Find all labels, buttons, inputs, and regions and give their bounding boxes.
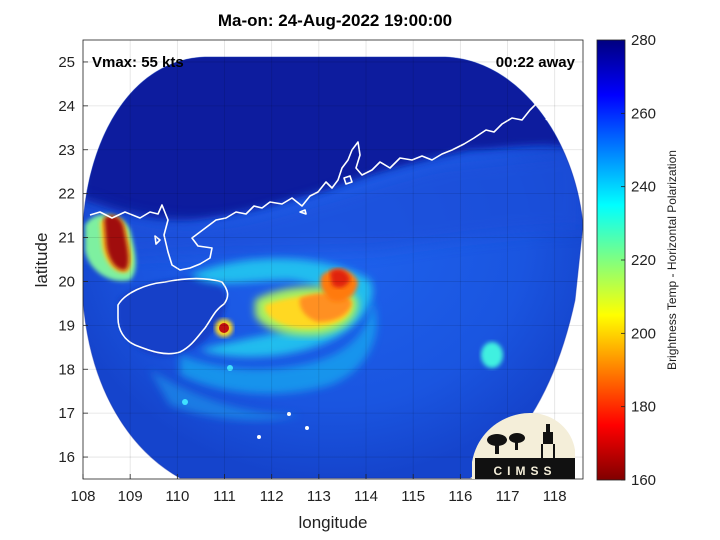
time-away-annotation: 00:22 away (496, 54, 576, 71)
x-tick-label: 117 (496, 488, 520, 505)
x-tick-label: 114 (354, 488, 378, 505)
gridlines (82, 40, 583, 479)
map-title: Ma-on: 24-Aug-2022 19:00:00 (217, 11, 453, 30)
y-tick-label: 19 (58, 317, 75, 334)
coastline (83, 69, 583, 473)
y-axis: 16 17 18 19 20 21 22 23 24 25 (58, 54, 88, 466)
logo-text: CIMSS (493, 464, 556, 478)
colorbar-tick-label: 160 (631, 472, 656, 489)
x-tick-label: 116 (448, 488, 472, 505)
colorbar (596, 39, 626, 481)
x-tick-label: 111 (213, 488, 236, 505)
microwave-swath (83, 56, 583, 479)
x-tick-label: 108 (70, 488, 95, 505)
y-tick-label: 20 (58, 273, 75, 290)
y-tick-label: 16 (58, 449, 75, 466)
colorbar-tick-label: 220 (631, 252, 656, 269)
vmax-annotation: Vmax: 55 kts (92, 54, 184, 71)
y-axis-label: latitude (32, 233, 51, 288)
colorbar-tick-label: 280 (631, 32, 656, 49)
x-tick-label: 118 (543, 488, 567, 505)
x-tick-label: 109 (118, 488, 143, 505)
y-tick-label: 23 (58, 142, 75, 159)
axes-box (82, 39, 584, 480)
y-tick-label: 21 (58, 230, 75, 247)
y-tick-label: 22 (58, 186, 75, 203)
colorbar-label: Brightness Temp - Horizontal Polarizatio… (665, 150, 679, 370)
x-tick-label: 112 (260, 488, 284, 505)
y-tick-label: 17 (58, 405, 75, 422)
colorbar-tick-label: 260 (631, 105, 656, 122)
cimss-logo: CIMSS (472, 412, 575, 479)
x-tick-label: 110 (165, 488, 189, 505)
colorbar-tick-label: 180 (631, 399, 656, 416)
y-tick-label: 24 (58, 98, 75, 115)
colorbar-tick-label: 200 (631, 325, 656, 342)
colorbar-tick-label: 240 (631, 179, 656, 196)
x-tick-label: 115 (401, 488, 425, 505)
x-axis: 108 109 110 111 112 113 114 115 116 117 118 (70, 474, 567, 505)
y-tick-label: 18 (58, 361, 75, 378)
x-axis-label: longitude (298, 513, 367, 532)
x-tick-label: 113 (307, 488, 331, 505)
y-tick-label: 25 (58, 54, 75, 71)
colorbar-ticks: 160 180 200 220 240 260 280 (621, 32, 656, 489)
